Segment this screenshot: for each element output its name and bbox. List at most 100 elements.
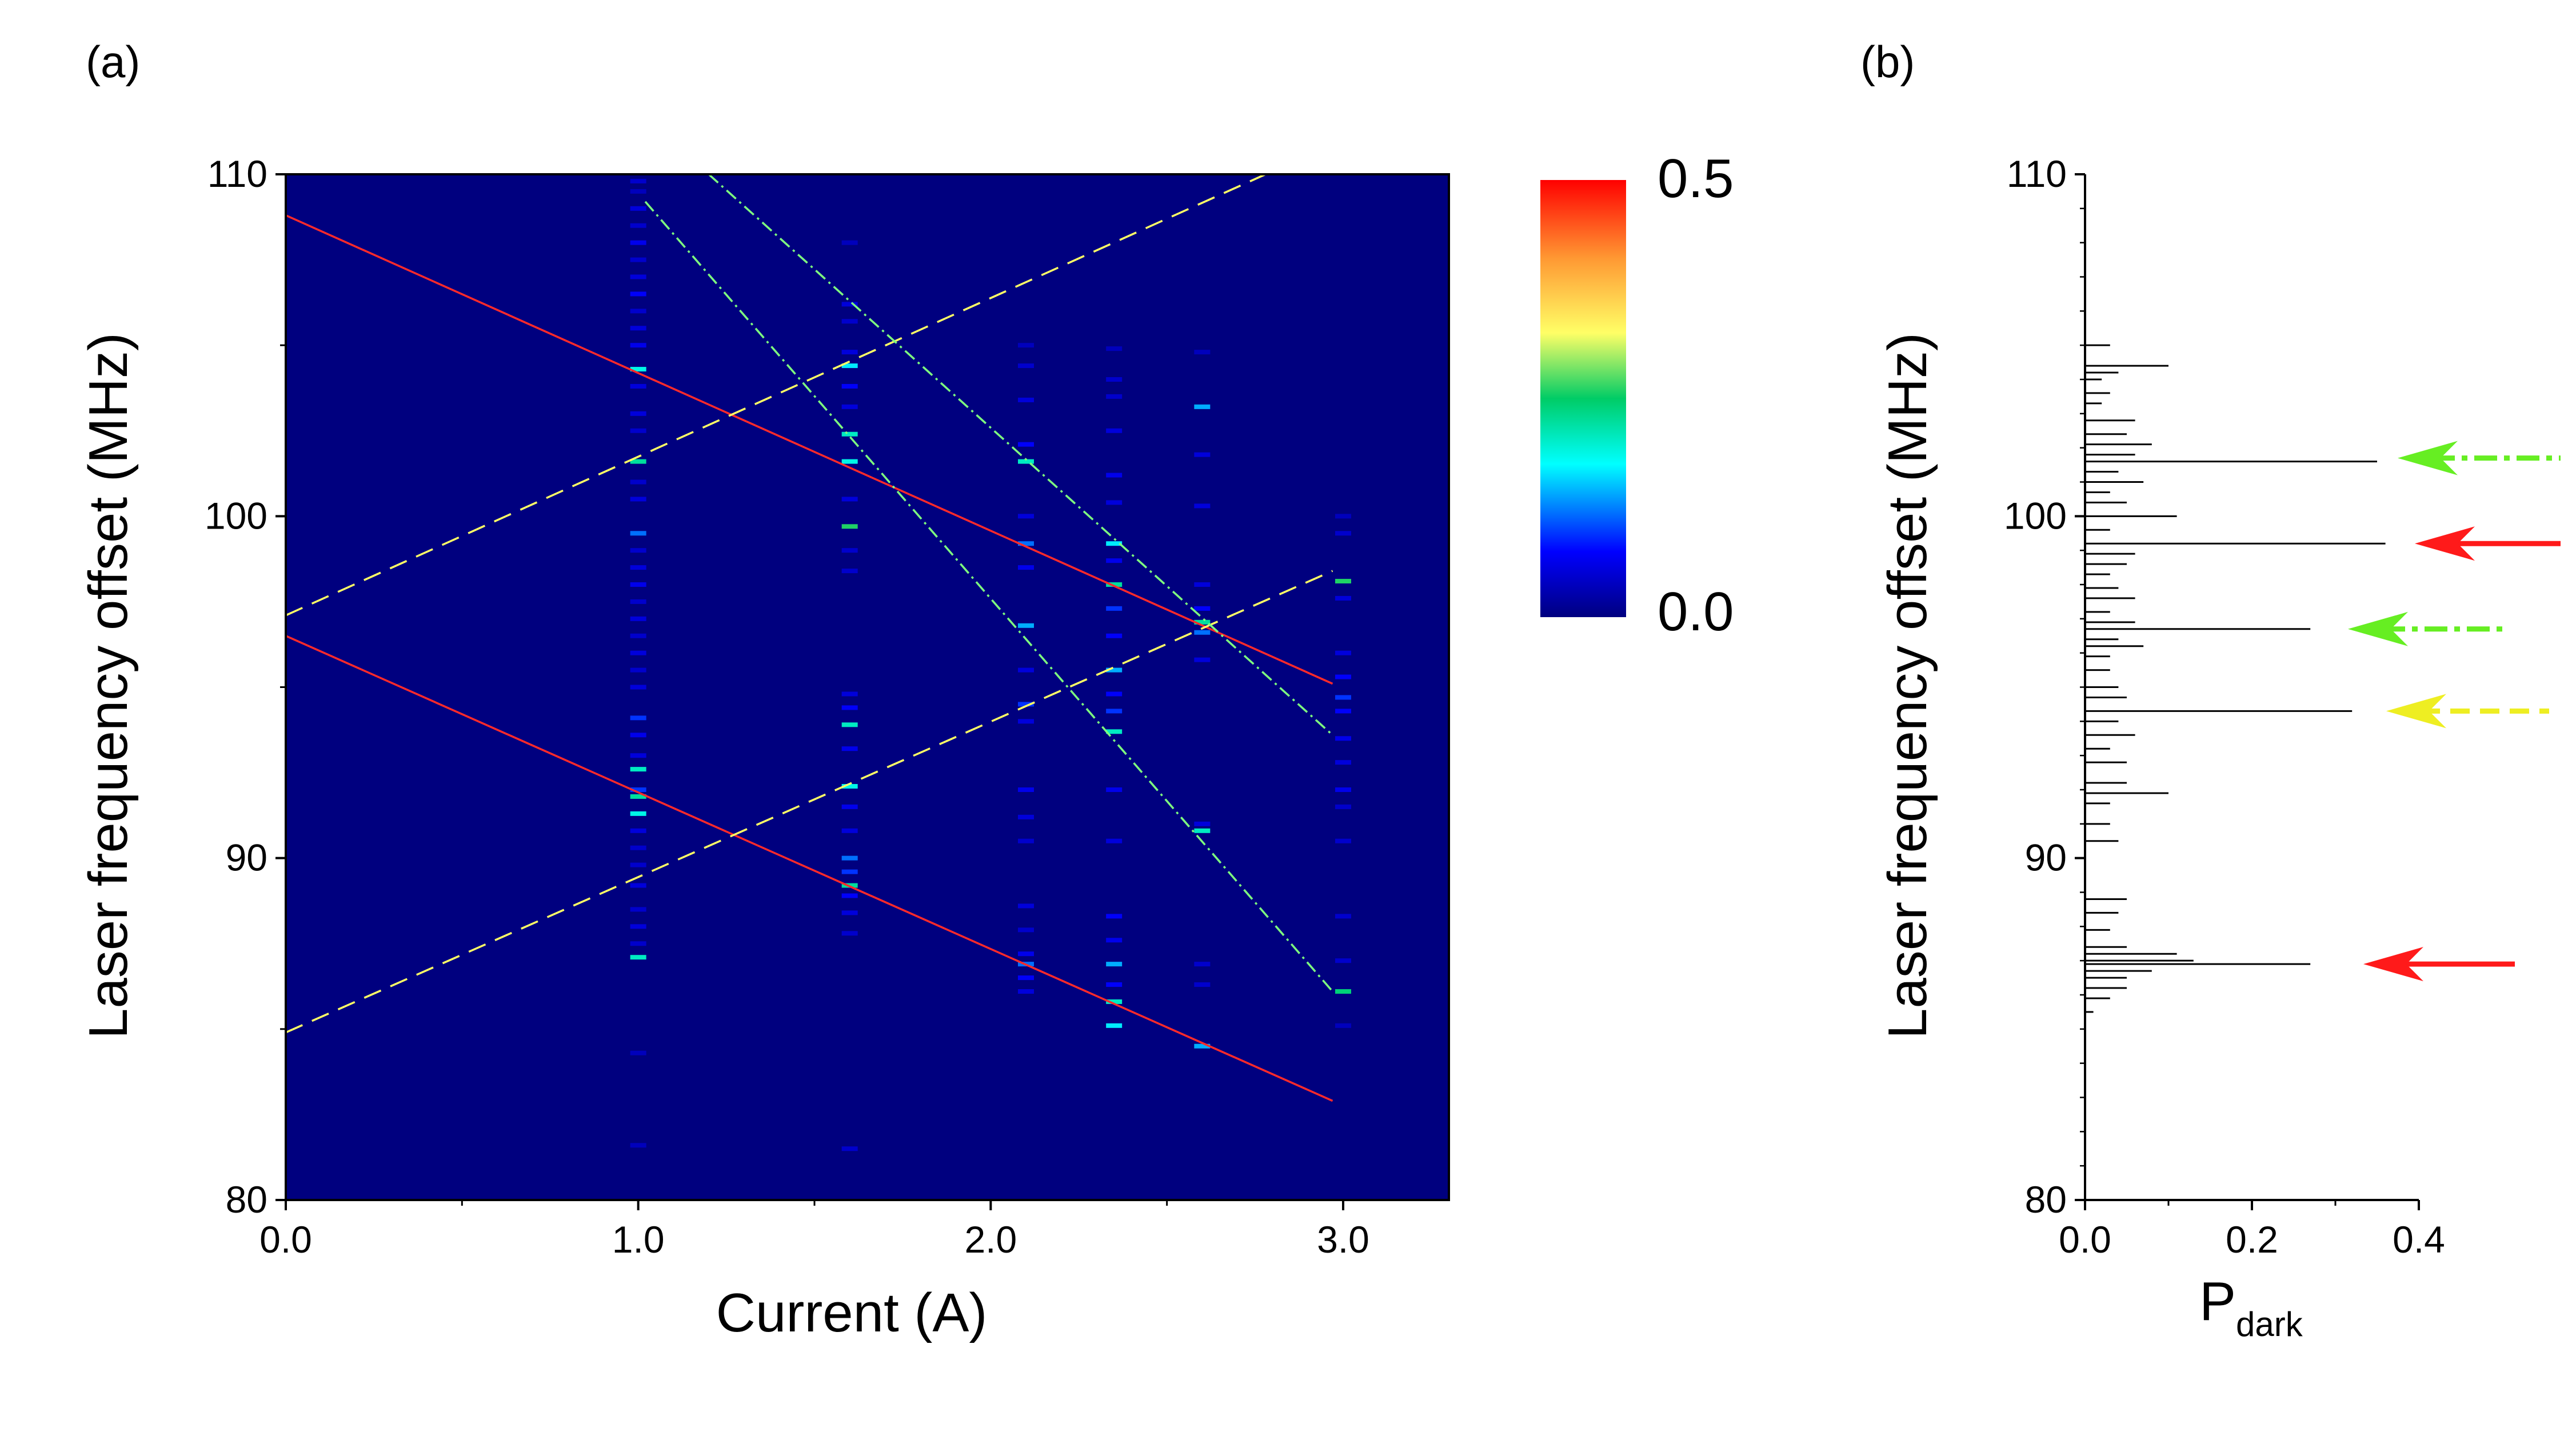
- heatmap-x-label: Current (A): [716, 1282, 988, 1343]
- heatmap-cell-1-10: [841, 524, 858, 529]
- heatmap-x-tick-label-0: 0.0: [259, 1218, 312, 1261]
- heatmap-cell-1-4: [841, 363, 858, 369]
- colorbar-min-label: 0.0: [1658, 581, 1734, 642]
- heatmap-cell-0-44: [630, 1143, 646, 1148]
- heatmap-cell-3-8: [1106, 582, 1123, 587]
- heatmap-x-axis: 0.0 1.0 2.0 3.0: [259, 1200, 1369, 1261]
- heatmap-cell-1-24: [841, 910, 858, 915]
- heatmap-cell-1-2: [841, 319, 858, 324]
- heatmap-cell-3-10: [1106, 633, 1123, 638]
- heatmap-cell-0-19: [630, 548, 646, 553]
- heatmap-cell-3-13: [1106, 709, 1123, 714]
- heatmap-x-tick-label-1: 1.0: [612, 1218, 665, 1261]
- colorbar-max-label: 0.5: [1658, 148, 1734, 209]
- heatmap-cell-1-11: [841, 548, 858, 553]
- heatmap-cell-0-1: [630, 189, 646, 194]
- heatmap-cell-0-7: [630, 291, 646, 297]
- heatmap-cell-0-41: [630, 941, 646, 946]
- heatmap-cell-0-6: [630, 274, 646, 279]
- heatmap-cell-2-0: [1018, 343, 1034, 348]
- heatmap-cell-2-1: [1018, 363, 1034, 369]
- heatmap-cell-0-14: [630, 428, 646, 433]
- heatmap-y-tick-label-2: 100: [205, 494, 267, 537]
- heatmap-cell-2-6: [1018, 541, 1034, 546]
- heatmap-background: [286, 174, 1449, 1200]
- heatmap-cell-2-4: [1018, 459, 1034, 464]
- heatmap-cell-1-18: [841, 804, 858, 809]
- heatmap-cell-0-36: [630, 845, 646, 850]
- heatmap-cell-1-9: [841, 497, 858, 502]
- heatmap-cell-4-3: [1194, 503, 1211, 509]
- heatmap-cell-1-14: [841, 705, 858, 710]
- pdark-x-axis: 0.0 0.2 0.4: [2059, 1200, 2445, 1261]
- heatmap-cell-5-3: [1335, 595, 1351, 601]
- heatmap-cell-1-12: [841, 569, 858, 574]
- heatmap-cell-3-6: [1106, 541, 1123, 546]
- heatmap-cell-0-43: [630, 1050, 646, 1055]
- heatmap-cell-2-15: [1018, 903, 1034, 909]
- heatmap-y-tick-label-0: 80: [226, 1178, 267, 1221]
- heatmap-cell-1-6: [841, 404, 858, 409]
- heatmap-cell-2-12: [1018, 787, 1034, 792]
- panel-label-b: (b): [1860, 37, 1915, 87]
- heatmap-cell-5-8: [1335, 736, 1351, 741]
- heatmap-cell-3-0: [1106, 346, 1123, 351]
- heatmap-cell-3-4: [1106, 473, 1123, 478]
- heatmap-cell-3-9: [1106, 606, 1123, 611]
- pdark-x-label-main: P: [2199, 1271, 2236, 1332]
- heatmap-cell-1-17: [841, 784, 858, 789]
- heatmap-cell-5-16: [1335, 1023, 1351, 1028]
- heatmap-cell-2-14: [1018, 838, 1034, 843]
- heatmap-cell-1-3: [841, 350, 858, 355]
- heatmap-cell-1-13: [841, 691, 858, 697]
- heatmap-cell-0-27: [630, 685, 646, 690]
- overlay-line-5: [708, 173, 1333, 736]
- heatmap-y-tick-label-1: 90: [226, 837, 267, 879]
- pdark-x-tick-label-1: 0.2: [2226, 1218, 2278, 1261]
- pdark-y-tick-label-0: 80: [2025, 1178, 2067, 1221]
- heatmap-cell-0-37: [630, 862, 646, 867]
- heatmap-cell-3-1: [1106, 377, 1123, 382]
- heatmap-cell-2-7: [1018, 565, 1034, 570]
- pdark-arrow-0: [2398, 441, 2561, 475]
- heatmap-cell-4-8: [1194, 657, 1211, 662]
- heatmap-cell-2-11: [1018, 719, 1034, 724]
- heatmap-cell-0-42: [630, 955, 646, 960]
- heatmap-chart: 0.0 1.0 2.0 3.0 80 90 100 110 Current (A) Lase…: [78, 153, 1450, 1343]
- heatmap-cell-2-2: [1018, 397, 1034, 402]
- heatmap-cell-0-34: [630, 811, 646, 816]
- pdark-x-label: Pdark: [2199, 1271, 2303, 1343]
- heatmap-x-tick-label-2: 2.0: [964, 1218, 1017, 1261]
- overlay-line-2: [285, 173, 1267, 617]
- heatmap-cell-0-35: [630, 828, 646, 833]
- heatmap-cell-2-16: [1018, 927, 1034, 933]
- heatmap-cell-0-8: [630, 309, 646, 314]
- heatmap-cell-3-11: [1106, 667, 1123, 673]
- heatmap-cell-3-14: [1106, 729, 1123, 734]
- heatmap-cell-4-11: [1194, 962, 1211, 967]
- heatmap-cell-2-5: [1018, 514, 1034, 519]
- heatmap-cell-1-16: [841, 746, 858, 751]
- pdark-x-label-sub: dark: [2236, 1305, 2303, 1343]
- pdark-y-tick-label-3: 110: [2007, 153, 2067, 195]
- heatmap-cell-3-18: [1106, 938, 1123, 943]
- heatmap-cell-0-39: [630, 907, 646, 912]
- heatmap-cell-5-1: [1335, 531, 1351, 536]
- arrow-head: [2348, 611, 2408, 646]
- heatmap-cell-2-13: [1018, 814, 1034, 819]
- heatmap-cell-4-9: [1194, 821, 1211, 826]
- heatmap-cell-3-16: [1106, 838, 1123, 843]
- heatmap-cell-0-11: [630, 367, 646, 372]
- heatmap-cell-0-3: [630, 223, 646, 228]
- heatmap-cell-5-9: [1335, 760, 1351, 765]
- heatmap-cell-1-8: [841, 459, 858, 464]
- panel-label-a: (a): [86, 37, 140, 87]
- heatmap-cell-3-20: [1106, 982, 1123, 987]
- pdark-arrow-2: [2348, 611, 2503, 646]
- overlay-line-1: [285, 635, 1333, 1102]
- heatmap-cell-0-38: [630, 883, 646, 888]
- heatmap-cell-3-22: [1106, 1023, 1123, 1028]
- arrow-head: [2398, 441, 2458, 475]
- heatmap-cell-5-11: [1335, 804, 1351, 809]
- heatmap-cell-0-25: [630, 650, 646, 655]
